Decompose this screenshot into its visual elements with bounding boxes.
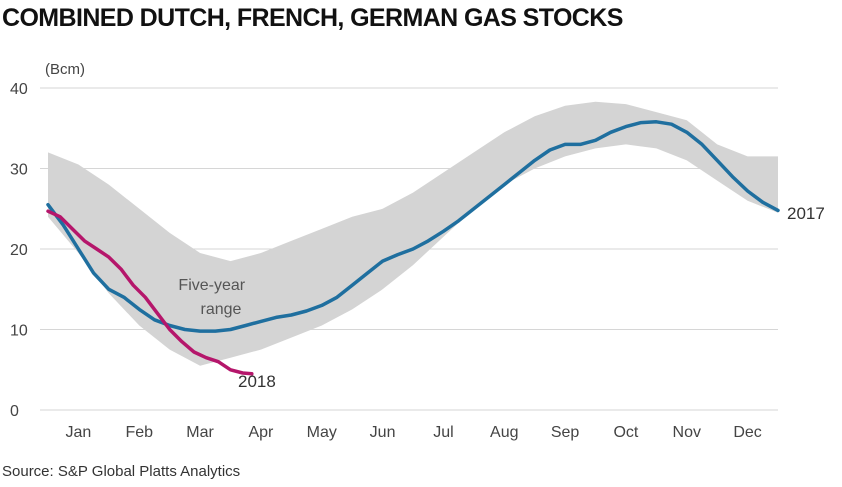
x-tick-label: Apr [248, 424, 274, 441]
chart-title: COMBINED DUTCH, FRENCH, GERMAN GAS STOCK… [2, 4, 623, 32]
x-tick-label: Nov [673, 424, 701, 441]
x-axis-ticks: Jan Feb Mar Apr May Jun Jul Aug Sep Oct Nov Dec [66, 424, 762, 441]
x-tick-label: Sep [551, 424, 580, 441]
x-tick-label: Oct [613, 424, 638, 441]
y-axis-ticks: 0 10 20 30 40 [10, 81, 28, 420]
five-year-range-label-line-1: Five-year [178, 277, 245, 294]
five-year-range-label-line-2: range [201, 301, 242, 318]
series-label-2018: 2018 [238, 372, 276, 391]
series-line-2017 [46, 120, 780, 333]
x-tick-label: Jan [66, 424, 92, 441]
five-year-range-band [48, 101, 778, 366]
series-line-2018 [46, 209, 254, 376]
series-lines [46, 120, 780, 376]
x-tick-label: Feb [125, 424, 153, 441]
series-label-2017: 2017 [787, 204, 825, 223]
y-tick-label: 0 [10, 403, 19, 420]
five-year-range-group [48, 101, 778, 366]
y-tick-label: 10 [10, 323, 28, 340]
x-tick-label: Jun [370, 424, 396, 441]
y-axis-unit-label: (Bcm) [45, 61, 85, 78]
chart: 0 10 20 30 40 Jan Feb Mar Apr May Jun Jul Aug Sep Oct… [10, 61, 825, 441]
x-tick-label: Mar [186, 424, 214, 441]
x-tick-label: Dec [733, 424, 761, 441]
x-tick-label: May [307, 424, 337, 441]
five-year-range-label: Five-year range [178, 277, 249, 318]
y-tick-label: 30 [10, 162, 28, 179]
y-tick-label: 20 [10, 242, 28, 259]
x-tick-label: Aug [490, 424, 518, 441]
x-tick-label: Jul [433, 424, 453, 441]
chart-source: Source: S&P Global Platts Analytics [2, 463, 241, 480]
y-tick-label: 40 [10, 81, 28, 98]
